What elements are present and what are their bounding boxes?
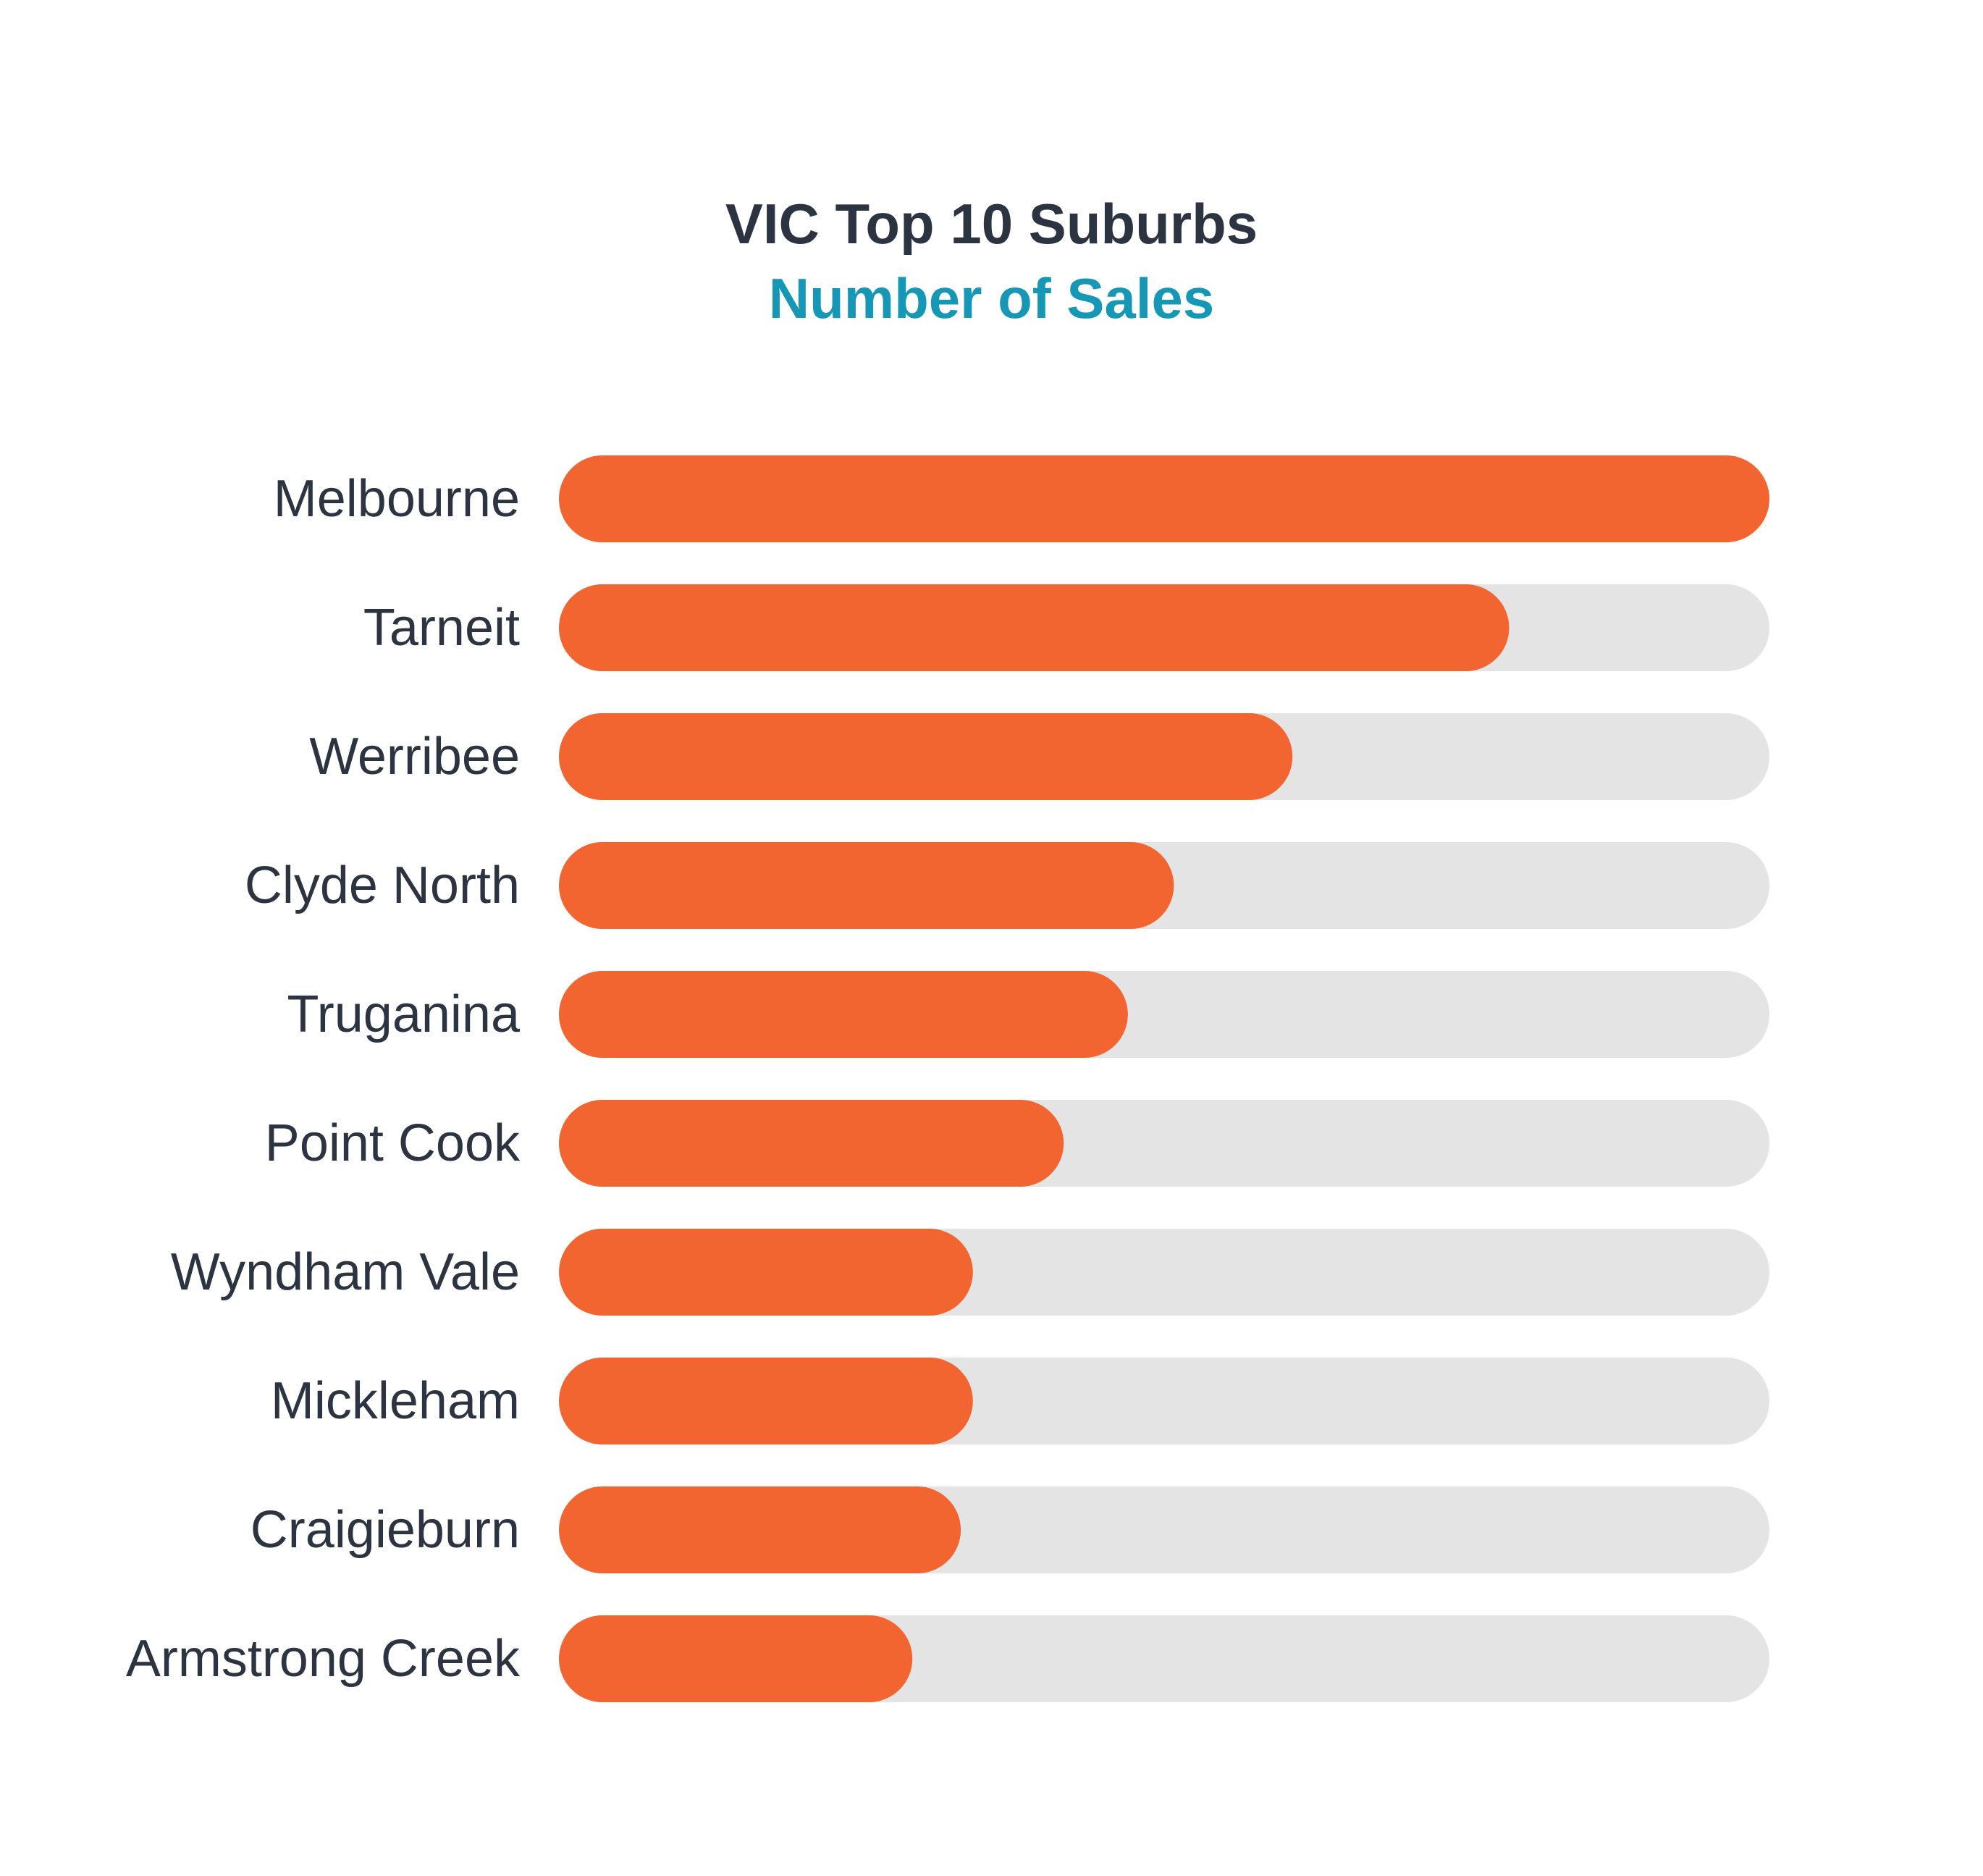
bar-clyde-north [559, 842, 1174, 929]
bar-mickleham [559, 1358, 973, 1444]
category-label-mickleham: Mickleham [271, 1372, 520, 1430]
bar-row-mickleham: Mickleham [271, 1358, 1769, 1444]
bar-row-point-cook: Point Cook [265, 1100, 1769, 1187]
bar-row-wyndham-vale: Wyndham Vale [171, 1229, 1769, 1316]
chart-subtitle: Number of Sales [768, 266, 1215, 330]
chart-title: VIC Top 10 Suburbs [725, 192, 1258, 256]
category-label-truganina: Truganina [287, 985, 520, 1043]
category-label-craigieburn: Craigieburn [250, 1501, 520, 1559]
bar-row-craigieburn: Craigieburn [250, 1486, 1769, 1573]
bar-tarneit [559, 584, 1510, 671]
bar-armstrong-creek [559, 1615, 913, 1702]
bar-row-armstrong-creek: Armstrong Creek [126, 1615, 1769, 1702]
category-label-armstrong-creek: Armstrong Creek [126, 1630, 521, 1688]
bar-row-werribee: Werribee [309, 713, 1769, 800]
bar-row-tarneit: Tarneit [363, 584, 1769, 671]
category-label-clyde-north: Clyde North [245, 857, 520, 914]
bar-wyndham-vale [559, 1229, 973, 1316]
category-label-tarneit: Tarneit [363, 599, 520, 657]
category-label-werribee: Werribee [309, 728, 520, 786]
category-label-point-cook: Point Cook [265, 1114, 521, 1172]
bar-row-truganina: Truganina [287, 971, 1769, 1058]
bar-werribee [559, 713, 1293, 800]
bar-craigieburn [559, 1486, 961, 1573]
bar-melbourne [559, 455, 1769, 542]
bar-truganina [559, 971, 1128, 1058]
category-label-wyndham-vale: Wyndham Vale [171, 1243, 520, 1301]
bar-row-clyde-north: Clyde North [245, 842, 1769, 929]
bar-row-melbourne: Melbourne [274, 455, 1769, 542]
category-label-melbourne: Melbourne [274, 470, 520, 528]
bar-point-cook [559, 1100, 1064, 1187]
